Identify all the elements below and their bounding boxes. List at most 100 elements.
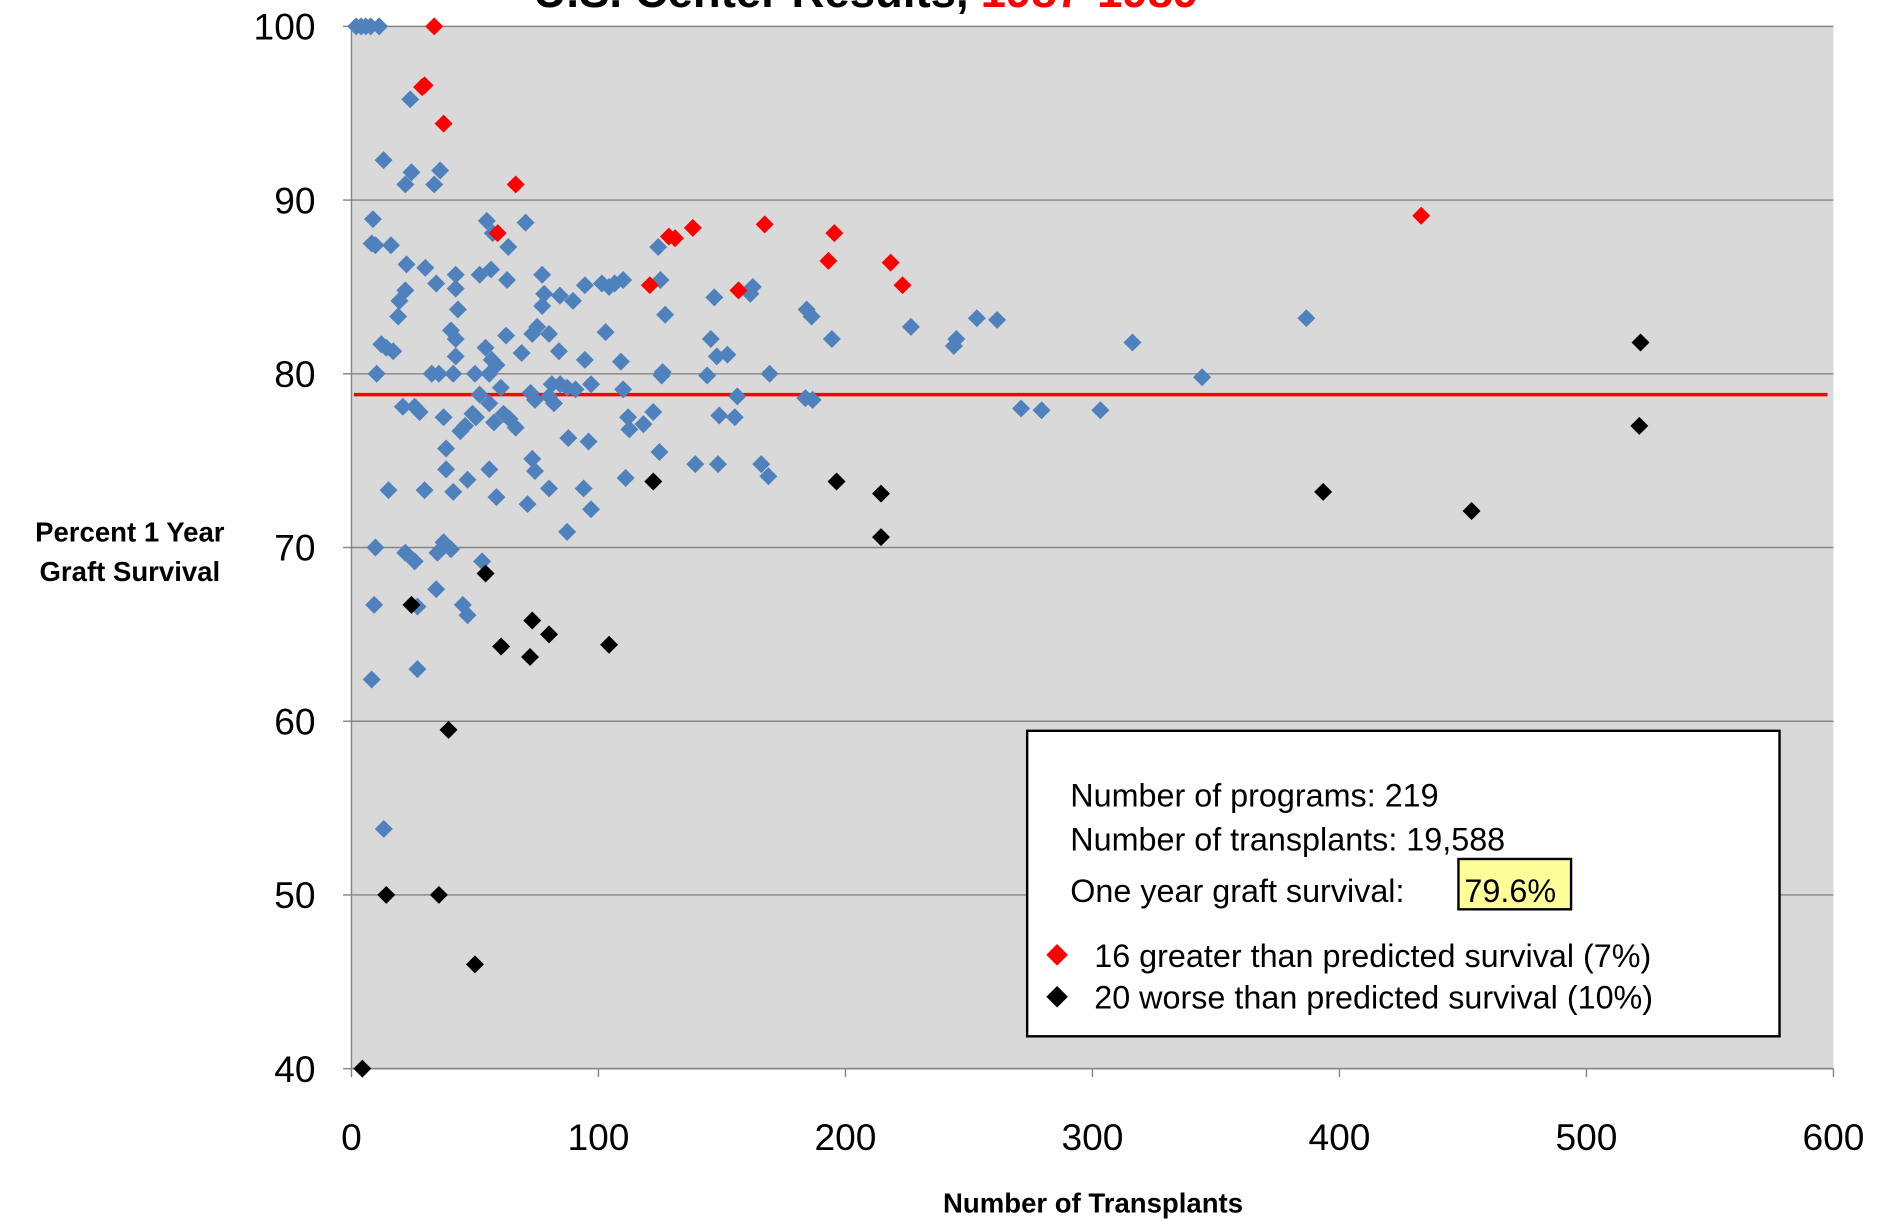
point [596, 323, 615, 342]
point [725, 408, 744, 427]
point [611, 352, 630, 371]
point [463, 404, 482, 423]
point [533, 265, 552, 284]
x-tick-label: 0 [341, 1116, 362, 1158]
point [484, 413, 503, 432]
point [825, 224, 844, 243]
point [367, 364, 386, 383]
legend: 16 greater than predicted survival (7%) 2… [1046, 938, 1653, 1016]
point [446, 330, 465, 349]
point [451, 422, 470, 441]
point [516, 213, 535, 232]
point [549, 342, 568, 361]
point [525, 390, 544, 409]
point [437, 460, 456, 479]
y-axis-label: Graft Survival [39, 556, 220, 587]
point [559, 429, 578, 448]
point [619, 408, 638, 427]
point [480, 394, 499, 413]
point [566, 380, 585, 399]
point [408, 660, 427, 679]
point [480, 460, 499, 479]
point [1123, 333, 1142, 352]
point [374, 151, 393, 170]
point [381, 236, 400, 255]
point [506, 418, 525, 437]
point [525, 462, 544, 481]
point [425, 175, 444, 194]
point [686, 455, 705, 474]
x-tick-label: 200 [814, 1116, 876, 1158]
y-tick-label: 40 [274, 1048, 315, 1090]
point [465, 364, 484, 383]
point [497, 326, 516, 345]
y-tick-label: 50 [274, 874, 315, 916]
point [1032, 401, 1051, 420]
point [363, 210, 382, 229]
point [620, 420, 639, 439]
point [600, 277, 619, 296]
point [458, 470, 477, 489]
legend-label: 16 greater than predicted survival (7%) [1094, 938, 1651, 974]
point [402, 163, 421, 182]
point [710, 406, 729, 425]
annotation-line: Number of transplants: 19,588 [1070, 822, 1505, 858]
point [491, 378, 510, 397]
point [759, 467, 778, 486]
point [434, 114, 453, 133]
point [499, 237, 518, 256]
legend-marker [1046, 944, 1068, 966]
point [550, 286, 569, 305]
point [366, 236, 385, 255]
point [405, 552, 424, 571]
point [431, 161, 450, 180]
annotation-line: One year graft survival: [1070, 873, 1404, 909]
point [389, 307, 408, 326]
point [437, 439, 456, 458]
point [600, 635, 619, 654]
point [649, 237, 668, 256]
point [498, 270, 517, 289]
point [558, 522, 577, 541]
point [1314, 482, 1333, 501]
point [872, 528, 891, 547]
chart-title: U.S. Center Results, 1987-1989 [534, 0, 1199, 17]
x-tick-label: 400 [1308, 1116, 1370, 1158]
legend-marker [1046, 985, 1068, 1008]
point [415, 76, 434, 95]
y-tick-label: 100 [254, 6, 316, 48]
point [893, 276, 912, 295]
point [827, 472, 846, 491]
point [582, 375, 601, 394]
point [397, 255, 416, 274]
point [755, 215, 774, 234]
point [575, 350, 594, 369]
point [533, 297, 552, 316]
point [760, 364, 779, 383]
point [701, 330, 720, 349]
point [476, 338, 495, 357]
point [523, 611, 542, 630]
point [1193, 368, 1212, 387]
y-axis-label: Percent 1 Year [35, 517, 225, 548]
point [1462, 502, 1481, 521]
point [446, 265, 465, 284]
point [370, 17, 389, 36]
x-axis-label: Number of Transplants [943, 1187, 1243, 1218]
legend-label: 20 worse than predicted survival (10%) [1094, 980, 1653, 1016]
point [822, 330, 841, 349]
highlight-box [1457, 857, 1573, 911]
point [379, 481, 398, 500]
point [446, 279, 465, 298]
point [415, 481, 434, 500]
point [752, 455, 771, 474]
point [644, 472, 663, 491]
point [458, 606, 477, 625]
point [523, 449, 542, 468]
point [487, 488, 506, 507]
point [506, 175, 525, 194]
y-tick-label: 60 [274, 700, 315, 742]
point [705, 288, 724, 307]
point [652, 366, 671, 385]
